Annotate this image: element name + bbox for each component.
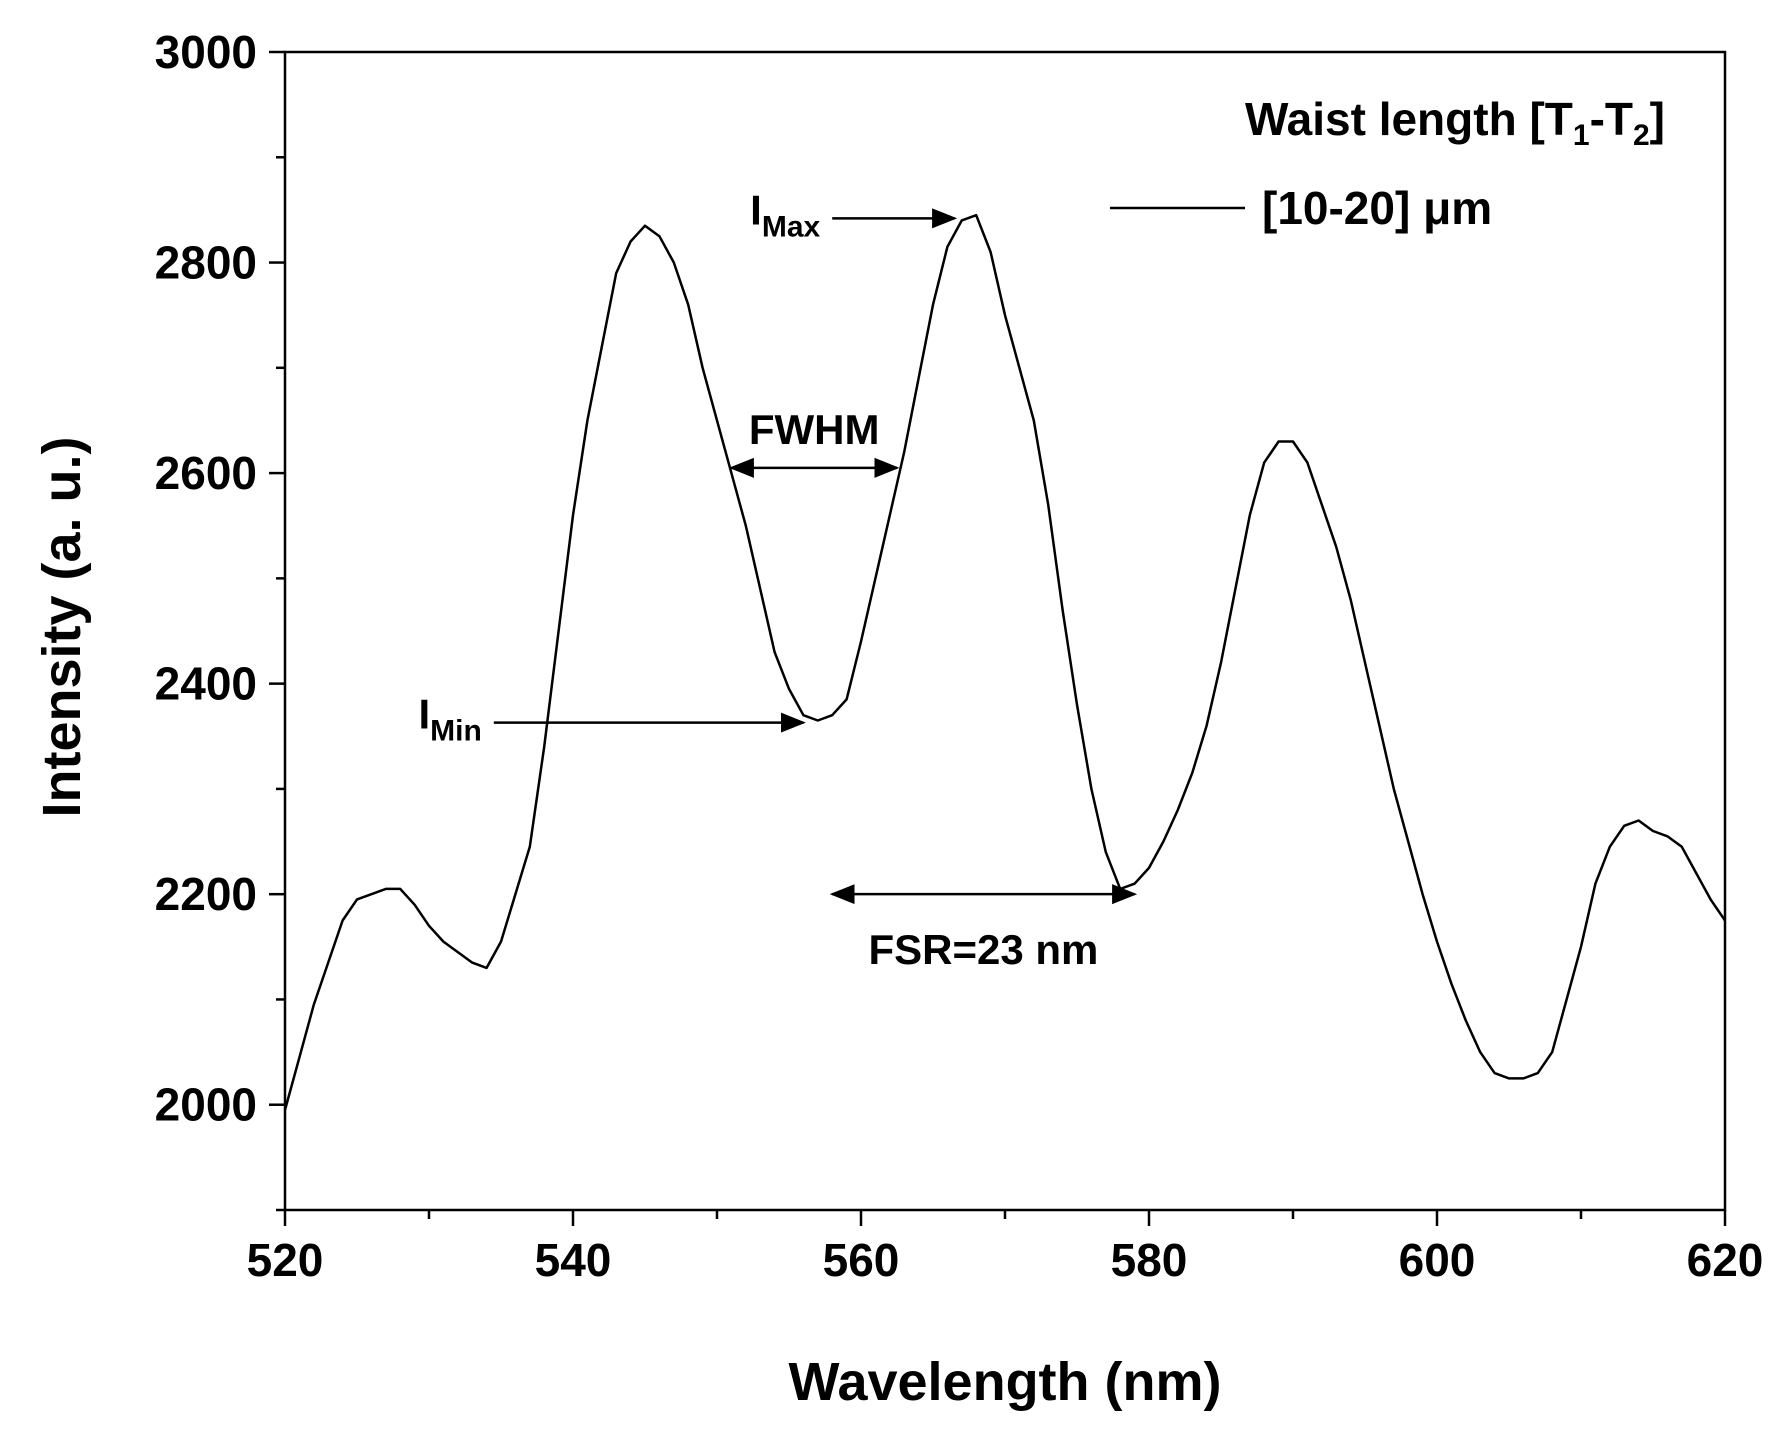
x-axis-label: Wavelength (nm) <box>788 1352 1221 1412</box>
x-axis: 520 540 560 580 600 620 <box>247 1210 1764 1286</box>
x-tick-label: 560 <box>823 1234 900 1286</box>
legend: Waist length [T1-T2] [10-20] μm <box>1110 93 1665 234</box>
x-tick-label: 540 <box>535 1234 612 1286</box>
y-tick-label: 2200 <box>155 868 257 920</box>
annotation-label: FWHM <box>749 406 880 453</box>
x-tick-label: 600 <box>1399 1234 1476 1286</box>
y-tick-label: 2000 <box>155 1079 257 1131</box>
y-axis-label: Intensity (a. u.) <box>32 436 92 817</box>
annotation-label: IMin <box>418 691 481 748</box>
legend-title: Waist length [T1-T2] <box>1245 93 1665 152</box>
annotations: IMax IMin FWHM FSR=23 nm <box>418 186 1138 973</box>
y-tick-label: 2400 <box>155 658 257 710</box>
x-tick-label: 520 <box>247 1234 324 1286</box>
x-tick-label: 580 <box>1111 1234 1188 1286</box>
series-line <box>283 213 1727 1111</box>
plot-border <box>283 50 1727 1212</box>
y-tick-label: 3000 <box>155 26 257 78</box>
y-tick-label: 2800 <box>155 237 257 289</box>
y-tick-label: 2600 <box>155 447 257 499</box>
annotation-label: IMax <box>750 186 820 243</box>
series-layer <box>283 213 1727 1111</box>
legend-entry: [10-20] μm <box>1262 182 1492 234</box>
plot-frame <box>283 50 1727 1212</box>
y-axis: 2000 2200 2400 2600 2800 3000 <box>155 26 285 1212</box>
annotation-label: FSR=23 nm <box>868 926 1098 973</box>
x-tick-label: 620 <box>1687 1234 1764 1286</box>
